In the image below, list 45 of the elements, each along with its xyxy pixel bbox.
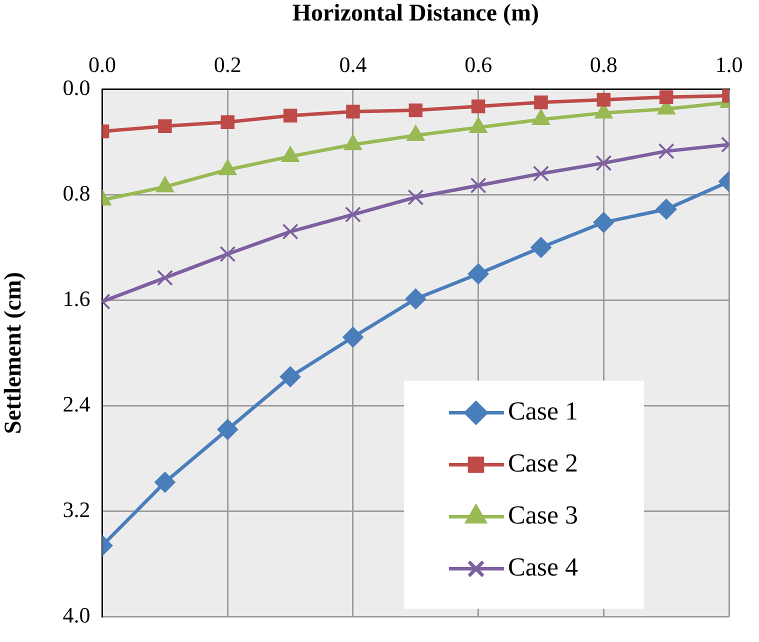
y-tick-label: 0.0 (62, 74, 90, 100)
y-tick-label: 3.2 (62, 497, 90, 522)
point (283, 108, 298, 122)
point (593, 212, 614, 233)
point (280, 366, 301, 388)
point (408, 103, 423, 118)
point (344, 206, 362, 223)
x-tick-label: 1.0 (715, 52, 743, 77)
point (530, 236, 552, 258)
point (282, 224, 298, 240)
point (596, 92, 611, 107)
point (532, 166, 550, 182)
point (471, 99, 486, 114)
point (220, 115, 235, 130)
point (596, 154, 612, 172)
legend-label: Case 2 (508, 448, 578, 478)
point (408, 189, 424, 206)
point (217, 419, 238, 440)
legend-label: Case 1 (508, 396, 578, 426)
point (658, 143, 674, 160)
x-axis-title: Horizontal Distance (m) (292, 0, 539, 27)
point (405, 288, 426, 310)
x-tick-label: 0.2 (214, 52, 242, 77)
y-tick-label: 1.6 (62, 286, 90, 312)
y-tick-label: 4.0 (62, 602, 90, 628)
x-tick-label: 0.4 (339, 52, 367, 77)
y-tick-label: 0.8 (62, 180, 90, 206)
legend-label: Case 4 (508, 552, 578, 582)
y-axis-title: Settlement (cm) (0, 272, 27, 434)
x-tick-label: 0.0 (88, 52, 116, 77)
x-tick-label: 0.8 (590, 52, 618, 77)
x-tick-label: 0.6 (464, 52, 492, 77)
legend-label: Case 3 (508, 500, 578, 530)
point (342, 326, 364, 348)
point (534, 96, 548, 110)
point (154, 472, 176, 493)
point (156, 270, 174, 286)
point (346, 104, 360, 118)
point (468, 263, 489, 284)
point (158, 119, 172, 133)
point (470, 177, 486, 194)
point (220, 246, 236, 262)
point (656, 198, 677, 220)
y-tick-label: 2.4 (62, 392, 90, 417)
point (659, 90, 674, 104)
